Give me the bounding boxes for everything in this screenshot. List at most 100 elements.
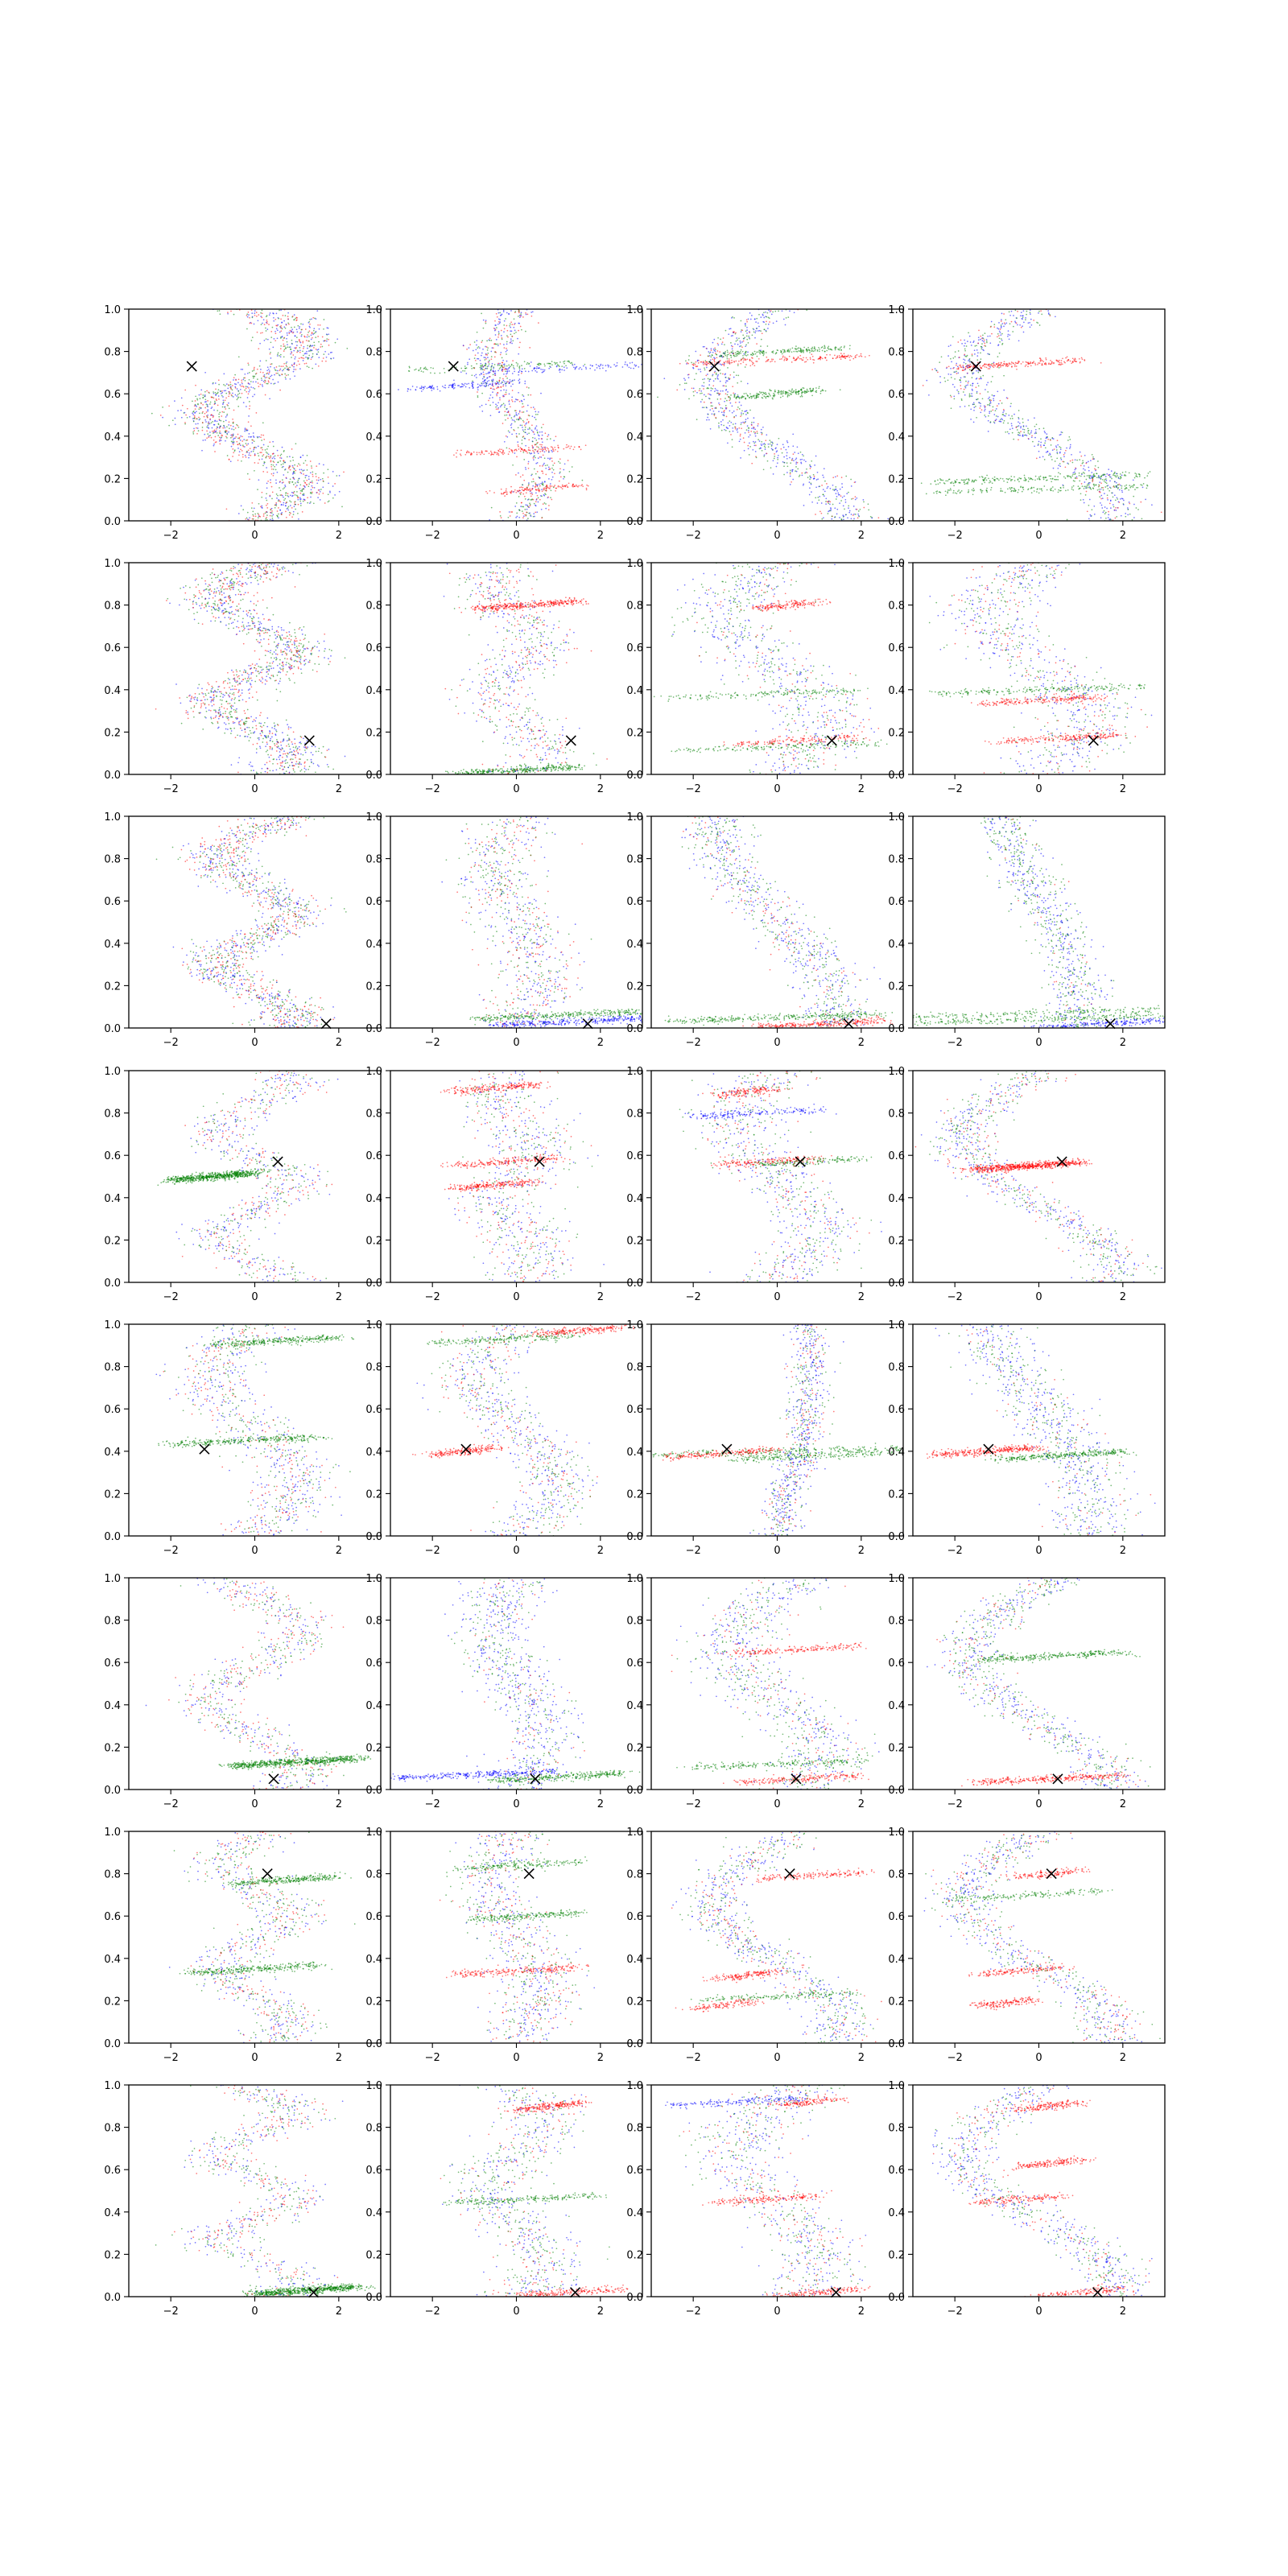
point-red [496,316,498,318]
point-green [730,394,732,396]
point-blue [973,409,975,411]
point-green [787,394,789,395]
point-blue [772,322,774,324]
point-blue [232,433,234,436]
point-green [533,481,535,483]
point-green [688,355,690,357]
point-blue [262,322,263,324]
point-green [530,481,533,483]
point-green [248,378,250,381]
point-red [789,473,791,475]
point-green [712,374,713,377]
point-red [543,487,545,489]
point-blue [536,365,538,368]
point-green [218,432,221,434]
point-red [516,456,518,458]
point-blue [820,502,823,504]
point-green [232,422,234,424]
point-green [710,387,712,389]
point-green [731,446,733,448]
point-blue [822,489,824,490]
point-green [765,397,767,399]
point-green [243,377,245,379]
point-red [733,361,736,363]
point-blue [228,424,229,426]
point-red [456,449,459,452]
point-blue [970,408,972,411]
point-blue [964,359,966,361]
point-blue [211,407,213,408]
point-green [765,330,767,332]
point-green [769,443,771,445]
point-green [734,332,737,335]
point-green [767,446,770,448]
point-blue [542,447,543,448]
point-green [819,390,822,392]
point-blue [493,367,495,369]
point-red [580,448,582,451]
point-green [473,357,476,359]
point-green [772,311,774,313]
point-green [1081,462,1084,464]
point-blue [786,452,788,454]
point-green [261,309,263,312]
point-red [705,374,708,377]
point-blue [303,353,306,355]
point-green [976,345,977,347]
point-red [194,416,196,419]
y-tick-label: 1.0 [104,304,121,316]
point-blue [499,315,502,316]
point-green [287,471,289,473]
point-green [774,389,776,391]
point-green [254,388,256,390]
point-green [254,469,255,472]
point-green [685,382,687,384]
point-red [274,504,276,506]
point-blue [527,370,530,373]
point-green [794,348,796,349]
point-green [279,365,280,367]
point-green [827,513,829,514]
point-green [556,364,559,365]
point-blue [462,386,464,388]
point-green [1034,475,1037,477]
point-red [676,389,679,391]
point-blue [985,389,986,390]
point-blue [244,428,246,431]
point-blue [517,337,518,340]
point-blue [540,482,543,485]
point-green [747,353,749,356]
point-green [274,506,276,509]
point-blue [772,460,774,462]
point-red [532,498,535,501]
point-green [518,316,519,317]
point-red [797,357,799,359]
point-blue [303,469,305,471]
point-blue [573,363,576,365]
point-green [207,433,209,435]
point-green [248,401,250,402]
point-green [490,368,493,370]
point-blue [848,507,849,509]
point-blue [800,461,802,464]
point-red [262,375,265,378]
point-green [507,516,510,518]
point-green [809,352,811,353]
point-red [691,387,693,390]
point-green [233,428,235,431]
point-blue [939,376,941,378]
x-tick-label: 0 [251,530,258,542]
point-red [245,456,247,458]
point-blue [506,349,508,351]
point-red [809,358,811,360]
point-green [297,324,299,327]
point-red [248,387,250,389]
point-red [712,385,715,387]
point-blue [816,502,819,504]
point-blue [252,432,254,434]
point-blue [471,382,473,383]
point-green [1067,440,1069,441]
point-red [801,359,803,361]
point-blue [700,390,703,392]
point-green [763,445,766,448]
